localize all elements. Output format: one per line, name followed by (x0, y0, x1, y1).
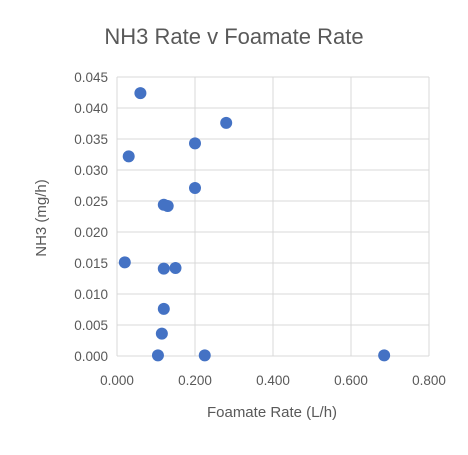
y-tick-label: 0.045 (74, 70, 108, 85)
tick-labels: 0.000 0.005 0.010 0.015 0.020 0.025 0.030 0.035… (74, 70, 446, 388)
data-point (118, 256, 131, 269)
data-point (189, 137, 201, 150)
data-point (134, 87, 147, 100)
data-points (118, 87, 391, 362)
y-tick-label: 0.000 (74, 349, 108, 364)
axes (116, 77, 429, 357)
y-tick-label: 0.010 (74, 287, 108, 302)
x-axis-title: Foamate Rate (L/h) (207, 404, 337, 421)
y-tick-label: 0.005 (74, 318, 108, 333)
y-tick-label: 0.030 (74, 163, 108, 178)
y-tick-label: 0.040 (74, 101, 108, 116)
data-point (155, 327, 168, 340)
y-tick-label: 0.035 (74, 132, 108, 147)
y-tick-label: 0.020 (74, 225, 108, 240)
x-tick-label: 0.600 (334, 373, 368, 388)
chart-title: NH3 Rate v Foamate Rate (104, 24, 363, 49)
data-point (378, 349, 391, 362)
data-point (198, 349, 211, 362)
y-tick-label: 0.025 (74, 194, 108, 209)
data-point (169, 261, 182, 274)
x-tick-label: 0.800 (412, 373, 446, 388)
data-point (151, 349, 164, 362)
data-point (189, 181, 201, 194)
x-tick-label: 0.000 (100, 373, 134, 388)
data-point (161, 199, 174, 212)
x-tick-label: 0.200 (178, 373, 212, 388)
y-tick-label: 0.015 (74, 256, 108, 271)
y-axis-title: NH3 (mg/h) (33, 179, 50, 257)
data-point (157, 262, 170, 275)
data-point (157, 302, 170, 315)
x-tick-label: 0.400 (256, 373, 290, 388)
data-point (122, 150, 135, 163)
data-point (220, 116, 233, 129)
